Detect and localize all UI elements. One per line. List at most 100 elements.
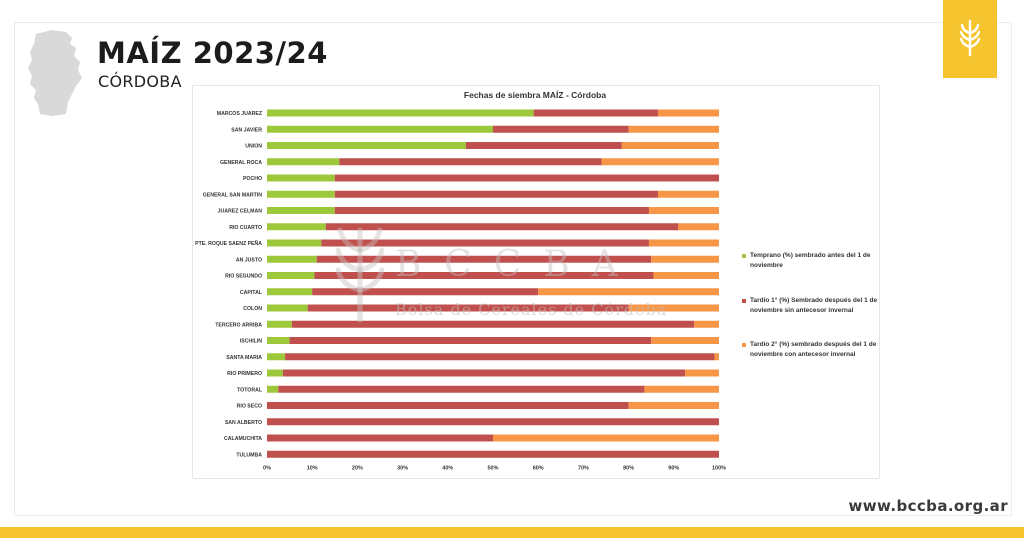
- category-label: RIO SEGUNDO: [225, 274, 262, 280]
- legend-item-tardio2: Tardío 2° (%) sembrado después del 1 de …: [742, 340, 882, 359]
- category-label: GENERAL SAN MARTIN: [203, 192, 263, 198]
- bar-segment: [651, 337, 719, 344]
- bar-segment: [267, 158, 339, 165]
- bar-segment: [267, 386, 278, 393]
- category-label: TULUMBA: [236, 452, 262, 458]
- bar-segment: [267, 175, 335, 182]
- bar-segment: [267, 451, 719, 458]
- legend-label: Tardío 2° (%) sembrado después del 1 de …: [750, 340, 882, 359]
- chart-title: Fechas de siembra MAÍZ - Córdoba: [464, 90, 606, 100]
- bar-segment: [278, 386, 644, 393]
- category-label: RIO SECO: [237, 404, 262, 410]
- bar-segment: [649, 240, 719, 247]
- bar-segment: [653, 272, 719, 279]
- legend-swatch: [742, 254, 746, 258]
- bar-segment: [290, 337, 652, 344]
- bar-segment: [267, 240, 321, 247]
- category-label: AN JUSTO: [236, 257, 262, 263]
- category-label: SAN ALBERTO: [225, 420, 262, 426]
- brand-logo: [943, 0, 997, 78]
- bar-segment: [267, 126, 493, 133]
- bar-segment: [267, 337, 290, 344]
- watermark-letters: BCCBA: [395, 244, 640, 285]
- bar-segment: [267, 272, 314, 279]
- bar-segment: [493, 126, 629, 133]
- category-label: GENERAL ROCA: [220, 160, 262, 166]
- x-tick-label: 90%: [668, 465, 679, 471]
- category-label: TERCERO ARRIBA: [215, 322, 262, 328]
- category-label: ISCHILIN: [240, 339, 262, 345]
- category-label: RIO PRIMERO: [227, 371, 262, 377]
- bar-segment: [285, 353, 714, 360]
- website-url[interactable]: www.bccba.org.ar: [849, 497, 1008, 515]
- bar-segment: [493, 435, 719, 442]
- x-tick-label: 20%: [352, 465, 363, 471]
- bar-segment: [678, 223, 719, 230]
- bar-segment: [267, 256, 317, 263]
- bottom-brand-bar: [0, 527, 1024, 538]
- x-tick-label: 100%: [712, 465, 726, 471]
- bar-segment: [649, 207, 719, 214]
- legend-label: Temprano (%) sembrado antes del 1 de nov…: [750, 251, 882, 270]
- watermark-name: Bolsa de Cereales de Córdoba: [395, 300, 667, 319]
- bar-segment: [714, 353, 719, 360]
- bar-segment: [466, 142, 622, 149]
- category-label: MARCOS JUAREZ: [217, 111, 263, 117]
- bar-segment: [658, 110, 719, 117]
- category-label: TOTORAL: [237, 387, 263, 393]
- bar-segment: [267, 305, 308, 312]
- legend-swatch: [742, 343, 746, 347]
- x-tick-label: 30%: [397, 465, 408, 471]
- category-label: CALAMUCHITA: [224, 436, 262, 442]
- bar-segment: [685, 370, 719, 377]
- bar-segment: [335, 175, 719, 182]
- page-title: MAÍZ 2023/24: [97, 36, 328, 70]
- bar-segment: [339, 158, 601, 165]
- category-label: SANTA MARIA: [226, 355, 262, 361]
- category-label: POCHO: [243, 176, 262, 182]
- legend-swatch: [742, 299, 746, 303]
- bar-segment: [267, 418, 719, 425]
- category-label: RIO CUARTO: [229, 225, 262, 231]
- category-label: UNION: [245, 144, 262, 150]
- bar-segment: [267, 370, 283, 377]
- bar-segment: [644, 386, 719, 393]
- bar-segment: [267, 435, 493, 442]
- legend-label: Tardío 1° (%) Sembrado después del 1 de …: [750, 296, 882, 315]
- bar-segment: [267, 288, 312, 295]
- category-label: JUAREZ CELMAN: [218, 209, 263, 215]
- bar-segment: [335, 191, 658, 198]
- bar-segment: [267, 142, 466, 149]
- bar-segment: [534, 110, 658, 117]
- bar-segment: [629, 402, 719, 409]
- bar-segment: [267, 191, 335, 198]
- category-label: CAPITAL: [240, 290, 263, 296]
- x-tick-label: 80%: [623, 465, 634, 471]
- category-label: COLON: [243, 306, 262, 312]
- page-subtitle: CÓRDOBA: [98, 72, 182, 91]
- cordoba-map-icon: [22, 28, 86, 118]
- bar-segment: [267, 402, 629, 409]
- bar-segment: [267, 353, 285, 360]
- wheat-icon: [957, 19, 983, 59]
- x-tick-label: 60%: [533, 465, 544, 471]
- bar-segment: [283, 370, 685, 377]
- bar-segment: [601, 158, 719, 165]
- bar-segment: [658, 191, 719, 198]
- category-label: SAN JAVIER: [231, 127, 262, 133]
- bar-segment: [267, 223, 326, 230]
- bar-segment: [651, 256, 719, 263]
- category-label: PTE. ROQUE SAENZ PEÑA: [195, 240, 262, 247]
- bar-segment: [267, 110, 534, 117]
- x-tick-label: 70%: [578, 465, 589, 471]
- x-tick-label: 40%: [442, 465, 453, 471]
- x-tick-label: 0%: [263, 465, 271, 471]
- legend-item-temprano: Temprano (%) sembrado antes del 1 de nov…: [742, 251, 882, 270]
- bar-segment: [629, 126, 719, 133]
- x-tick-label: 50%: [487, 465, 498, 471]
- bar-segment: [267, 321, 292, 328]
- bar-segment: [622, 142, 719, 149]
- bar-segment: [267, 207, 335, 214]
- x-tick-label: 10%: [307, 465, 318, 471]
- legend-item-tardio1: Tardío 1° (%) Sembrado después del 1 de …: [742, 296, 882, 315]
